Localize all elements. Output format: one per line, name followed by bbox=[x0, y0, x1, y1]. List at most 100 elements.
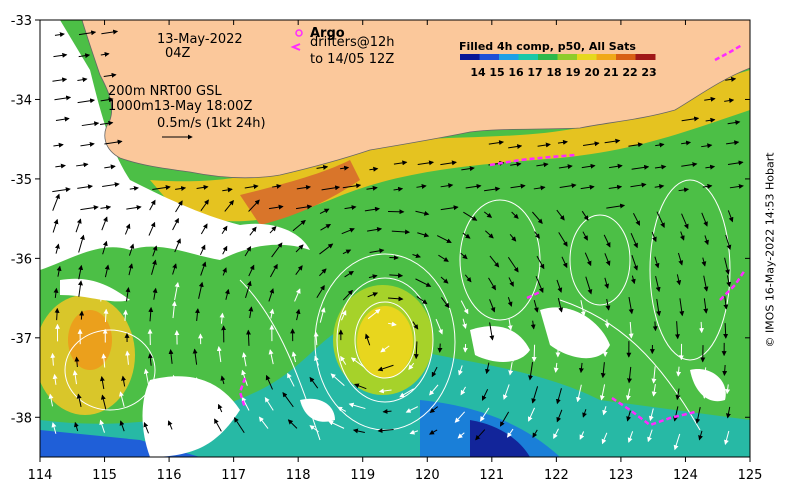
current-vector-arrow bbox=[415, 278, 432, 287]
current-vector-arrow bbox=[725, 234, 732, 251]
current-vector-arrow bbox=[128, 263, 134, 276]
current-vector-arrow bbox=[53, 142, 64, 148]
current-vector-arrow bbox=[72, 370, 78, 385]
current-vector-arrow bbox=[729, 183, 744, 189]
current-vector-arrow bbox=[52, 373, 58, 385]
current-vector-arrow bbox=[122, 309, 128, 321]
current-vector-arrow bbox=[673, 406, 679, 422]
legend-tick-label: 22 bbox=[622, 66, 637, 79]
current-vector-arrow bbox=[651, 366, 657, 384]
current-vector-arrow bbox=[152, 185, 171, 191]
legend-tick-label: 23 bbox=[641, 66, 656, 79]
current-vector-arrow bbox=[580, 184, 595, 190]
current-vector-arrow bbox=[54, 307, 60, 321]
current-vector-arrow bbox=[311, 403, 322, 412]
current-vector-arrow bbox=[234, 417, 245, 433]
current-vector-arrow bbox=[369, 166, 379, 172]
current-vector-arrow bbox=[268, 288, 275, 302]
current-vector-arrow bbox=[559, 183, 577, 189]
current-vector-arrow bbox=[535, 275, 544, 294]
current-vector-arrow bbox=[532, 429, 538, 438]
current-vector-arrow bbox=[143, 421, 149, 434]
current-vector-arrow bbox=[654, 184, 665, 189]
current-vector-arrow bbox=[604, 277, 610, 289]
current-vector-arrow bbox=[584, 252, 592, 267]
current-vector-arrow bbox=[399, 388, 414, 398]
y-axis: -33 -34 -35 -36 -37 -38 bbox=[11, 14, 750, 426]
current-vector-arrow bbox=[78, 234, 85, 253]
y-tick-label: -36 bbox=[11, 252, 32, 267]
current-vector-arrow bbox=[194, 308, 200, 322]
current-vector-arrow bbox=[328, 420, 345, 429]
current-vector-arrow bbox=[704, 235, 709, 246]
current-vector-arrow bbox=[527, 407, 535, 422]
current-vector-arrow bbox=[76, 393, 82, 407]
legend-swatch bbox=[460, 54, 480, 60]
current-vector-arrow bbox=[726, 406, 731, 419]
current-vector-arrow bbox=[510, 183, 526, 189]
current-vector-arrow bbox=[393, 186, 404, 192]
current-vector-arrow bbox=[352, 428, 365, 434]
current-vector-arrow bbox=[377, 428, 394, 434]
current-vector-arrow bbox=[389, 273, 404, 278]
legend-swatch bbox=[479, 54, 500, 60]
current-vector-arrow bbox=[695, 407, 701, 424]
current-vector-arrow bbox=[599, 384, 606, 401]
current-vector-arrow bbox=[272, 183, 282, 189]
current-vector-arrow bbox=[104, 164, 116, 170]
current-vector-arrow bbox=[440, 160, 457, 166]
current-vector-arrow bbox=[341, 227, 355, 235]
current-vector-arrow bbox=[296, 184, 311, 190]
current-vector-arrow bbox=[454, 411, 466, 423]
current-vector-arrow bbox=[128, 243, 135, 256]
current-vector-arrow bbox=[175, 200, 183, 213]
current-vector-arrow bbox=[152, 287, 158, 300]
current-vector-arrow bbox=[578, 362, 584, 374]
current-vector-arrow bbox=[342, 183, 362, 189]
legend-swatch bbox=[538, 54, 558, 60]
current-vector-arrow bbox=[268, 349, 274, 365]
current-vector-arrow bbox=[651, 231, 657, 243]
x-axis: 114 115 116 117 118 119 120 121 122 123 124 125 bbox=[28, 20, 762, 483]
current-vector-arrow bbox=[681, 116, 700, 122]
warm-eddy-core bbox=[357, 306, 413, 378]
current-vector-arrow bbox=[388, 321, 397, 327]
current-vector-arrow bbox=[340, 355, 347, 365]
current-vector-arrow bbox=[605, 298, 611, 311]
current-vector-arrow bbox=[723, 430, 730, 446]
current-vector-arrow bbox=[196, 184, 209, 190]
current-vector-arrow bbox=[149, 199, 156, 211]
missing-patch-2 bbox=[142, 376, 240, 457]
current-vector-arrow bbox=[316, 284, 325, 299]
current-vector-arrow bbox=[462, 232, 471, 239]
current-vector-arrow bbox=[52, 193, 60, 211]
current-vector-arrow bbox=[219, 312, 225, 324]
current-vector-arrow bbox=[241, 396, 250, 411]
current-vector-arrow bbox=[316, 164, 329, 170]
current-vector-arrow bbox=[214, 418, 222, 432]
current-vector-arrow bbox=[129, 185, 139, 191]
current-vector-arrow bbox=[681, 140, 692, 146]
current-vector-arrow bbox=[702, 388, 708, 399]
current-vector-arrow bbox=[119, 391, 125, 407]
current-vector-arrow bbox=[224, 288, 230, 300]
current-vector-arrow bbox=[628, 296, 634, 315]
current-vector-arrow bbox=[194, 423, 200, 432]
legend-swatch bbox=[518, 54, 539, 60]
current-vector-arrow bbox=[489, 299, 496, 313]
current-vector-arrow bbox=[200, 199, 209, 212]
current-vector-arrow bbox=[698, 321, 704, 334]
current-vector-arrow bbox=[199, 244, 206, 255]
current-vector-arrow bbox=[727, 160, 744, 166]
contour-lines bbox=[64, 179, 731, 441]
current-vector-arrow bbox=[147, 353, 153, 366]
legend-tick-label: 18 bbox=[546, 66, 561, 79]
current-vector-arrow bbox=[633, 212, 641, 226]
current-vector-arrow bbox=[499, 411, 510, 427]
x-tick-label: 114 bbox=[28, 468, 53, 483]
current-vector-arrow bbox=[80, 205, 99, 211]
current-vector-arrow bbox=[377, 364, 394, 372]
y-tick-label: -33 bbox=[11, 14, 32, 29]
missing-patch-4 bbox=[540, 307, 610, 359]
current-vector-arrow bbox=[405, 406, 418, 413]
